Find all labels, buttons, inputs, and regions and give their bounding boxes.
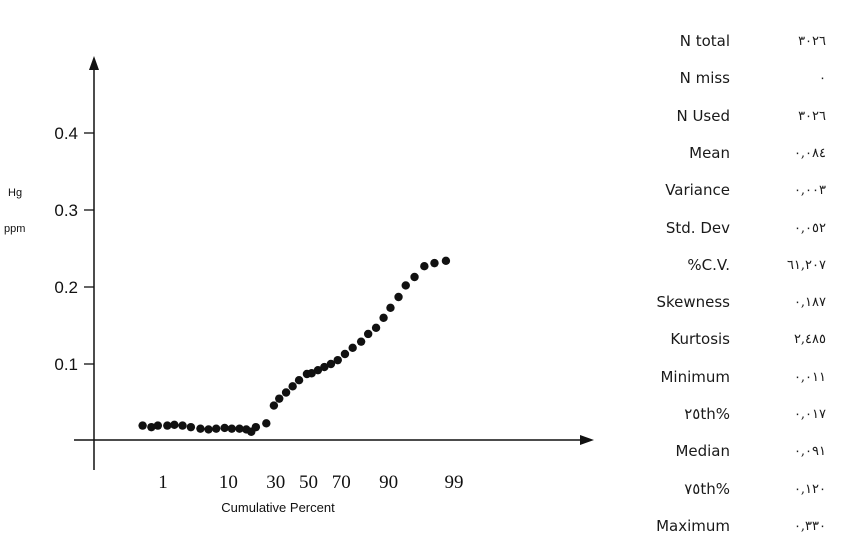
data-point bbox=[363, 329, 373, 339]
stat-value: ٠,١٨٧ bbox=[793, 295, 826, 311]
stat-label: Median bbox=[675, 442, 730, 461]
data-point bbox=[170, 420, 179, 430]
stat-value: ٢,٤٨٥ bbox=[793, 332, 826, 348]
data-point bbox=[147, 422, 156, 432]
data-point bbox=[340, 349, 350, 359]
stat-value: ٣٠٢٦ bbox=[798, 34, 826, 49]
data-point bbox=[420, 262, 429, 271]
stat-row: Skewness ٠,١٨٧ bbox=[596, 293, 842, 319]
stat-value: ٦١,٢٠٧ bbox=[786, 257, 826, 273]
data-point bbox=[288, 382, 297, 391]
stat-label: Kurtosis bbox=[670, 330, 730, 349]
stat-row: Mean ٠,٠٨٤ bbox=[596, 144, 842, 170]
data-point bbox=[410, 272, 419, 282]
data-point bbox=[386, 303, 395, 312]
stat-label: N Used bbox=[676, 106, 730, 125]
data-point bbox=[348, 343, 357, 353]
stat-row: N Used ٣٠٢٦ bbox=[596, 107, 842, 133]
data-point bbox=[138, 421, 147, 430]
data-point bbox=[211, 424, 221, 433]
stat-row: Std. Dev ٠,٠٥٢ bbox=[596, 219, 842, 245]
data-point bbox=[356, 337, 366, 346]
stat-row: Minimum ٠,٠١١ bbox=[596, 368, 842, 394]
stat-row: ٧٥th% ٠,١٢٠ bbox=[596, 480, 842, 506]
stat-label: ٢٥th% bbox=[684, 405, 730, 423]
x-tick-label: 99 bbox=[445, 472, 464, 493]
data-point bbox=[220, 423, 229, 433]
data-point bbox=[186, 422, 196, 432]
y-axis-arrowhead bbox=[89, 56, 99, 70]
x-tick-label: 10 bbox=[219, 472, 238, 493]
x-tick-label: 30 bbox=[266, 472, 285, 493]
data-point bbox=[333, 355, 342, 365]
y-axis-label-line2: ppm bbox=[4, 223, 25, 235]
data-point bbox=[379, 313, 388, 322]
stat-row: %C.V. ٦١,٢٠٧ bbox=[596, 256, 842, 282]
data-point bbox=[178, 421, 187, 430]
data-point bbox=[227, 424, 236, 433]
x-axis-title: Cumulative Percent bbox=[221, 500, 335, 515]
x-tick-label: 1 bbox=[158, 472, 168, 493]
x-axis-arrowhead bbox=[580, 435, 594, 445]
data-point bbox=[275, 394, 284, 403]
data-point bbox=[196, 424, 205, 433]
y-tick-label: 0.2 bbox=[54, 278, 78, 297]
stat-value: ٠,٠٠٣ bbox=[793, 183, 826, 199]
stat-label: Maximum bbox=[656, 516, 730, 535]
data-point bbox=[430, 258, 439, 268]
stat-label: Variance bbox=[665, 181, 730, 200]
data-point bbox=[441, 256, 451, 266]
stat-value: ٠,٠١٧ bbox=[793, 407, 826, 422]
stat-row: ٢٥th% ٠,٠١٧ bbox=[596, 405, 842, 431]
stat-label: Minimum bbox=[660, 367, 730, 386]
stat-value: ٠,٠٩١ bbox=[793, 444, 826, 460]
stat-row: Kurtosis ٢,٤٨٥ bbox=[596, 330, 842, 356]
data-point bbox=[235, 424, 244, 433]
data-point bbox=[262, 419, 271, 428]
stat-value: ٠,٣٣٠ bbox=[793, 518, 826, 534]
y-tick-label: 0.1 bbox=[54, 355, 78, 374]
y-tick-label: 0.3 bbox=[54, 201, 78, 220]
data-point bbox=[153, 421, 163, 430]
data-point bbox=[371, 323, 381, 333]
data-point bbox=[326, 359, 336, 369]
stat-value: ٠ bbox=[819, 71, 826, 87]
x-tick-label: 50 bbox=[299, 472, 318, 493]
stat-value: ٠,٠٥٢ bbox=[793, 220, 826, 236]
stat-row: N miss ٠ bbox=[596, 69, 842, 95]
stat-label: N miss bbox=[679, 69, 730, 88]
stat-label: %C.V. bbox=[687, 255, 730, 274]
data-point bbox=[313, 365, 323, 375]
y-tick-label: 0.4 bbox=[54, 124, 78, 143]
stat-label: Mean bbox=[689, 143, 730, 162]
data-point bbox=[394, 292, 403, 302]
stat-label: Std. Dev bbox=[665, 218, 730, 237]
data-point bbox=[269, 401, 279, 410]
probability-plot: 0.4 0.3 0.2 0.1 1 10 30 50 70 90 99 Hg ppm Cumula… bbox=[4, 56, 594, 515]
data-point bbox=[307, 369, 316, 378]
data-point bbox=[204, 425, 213, 434]
data-point bbox=[401, 281, 410, 290]
stat-row: Maximum ٠,٣٣٠ bbox=[596, 517, 842, 543]
data-point bbox=[163, 421, 172, 430]
stat-row: N total ٣٠٢٦ bbox=[596, 32, 842, 58]
stat-label: Skewness bbox=[656, 293, 730, 312]
data-point bbox=[251, 422, 261, 432]
y-axis-label-line1: Hg bbox=[8, 187, 22, 199]
data-point bbox=[320, 362, 329, 372]
stat-value: ٠,١٢٠ bbox=[793, 481, 826, 497]
stat-row: Variance ٠,٠٠٣ bbox=[596, 181, 842, 207]
stat-value: ٠,٠٨٤ bbox=[793, 145, 826, 161]
stat-label: ٧٥th% bbox=[684, 479, 730, 498]
stat-row: Median ٠,٠٩١ bbox=[596, 442, 842, 468]
stat-value: ٠,٠١١ bbox=[793, 369, 826, 385]
stat-label: N total bbox=[679, 32, 730, 50]
data-point bbox=[281, 388, 291, 397]
x-tick-label: 70 bbox=[332, 472, 351, 493]
stat-value: ٣٠٢٦ bbox=[798, 108, 826, 124]
data-point bbox=[294, 375, 304, 385]
x-tick-label: 90 bbox=[379, 472, 398, 493]
